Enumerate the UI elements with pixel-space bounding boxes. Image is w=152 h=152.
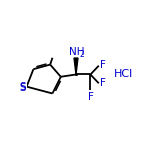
Text: F: F bbox=[88, 92, 94, 102]
Text: 2: 2 bbox=[80, 50, 85, 59]
Polygon shape bbox=[74, 58, 78, 74]
Bar bbox=[18, 83, 27, 90]
Text: F: F bbox=[100, 78, 105, 88]
Text: F: F bbox=[100, 60, 105, 70]
Text: NH: NH bbox=[69, 47, 84, 57]
Text: S: S bbox=[19, 83, 26, 93]
Text: HCl: HCl bbox=[114, 69, 133, 79]
Text: S: S bbox=[19, 82, 26, 92]
